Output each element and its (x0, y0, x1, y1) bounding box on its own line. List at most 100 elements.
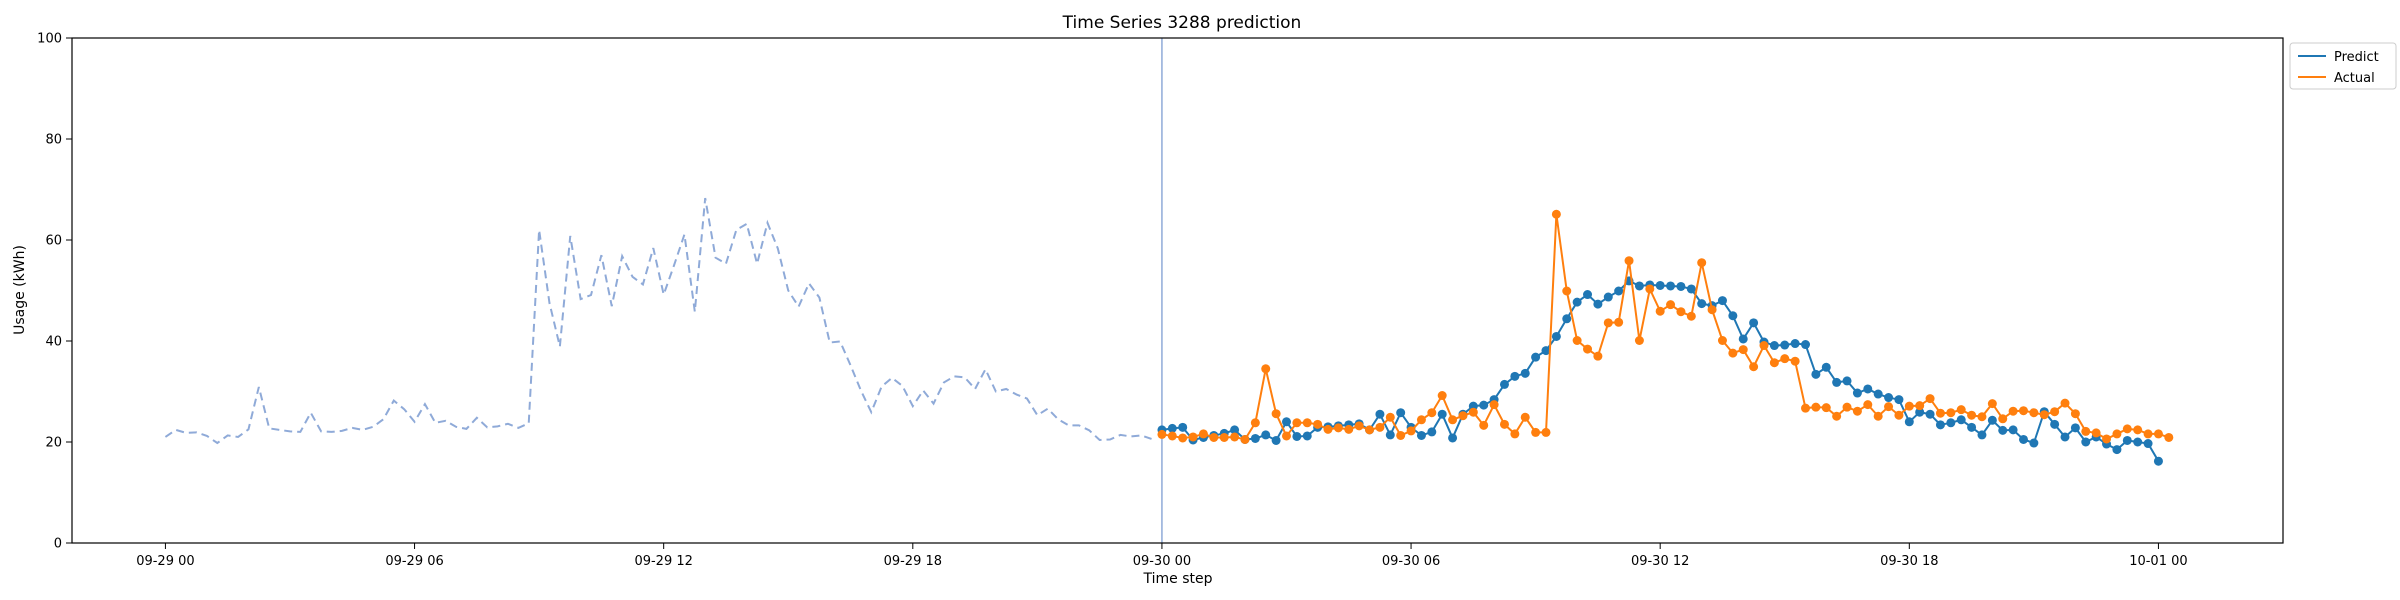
predict-point (2050, 419, 2060, 429)
predict-point (2081, 437, 2091, 447)
predict-point (1832, 377, 1842, 387)
predict-point (2143, 439, 2153, 449)
actual-point (1531, 427, 1541, 437)
actual-point (1790, 356, 1800, 366)
predict-point (1499, 379, 1509, 389)
predict-point (1852, 388, 1862, 398)
actual-point (1499, 419, 1509, 429)
actual-point (1541, 427, 1551, 437)
actual-series (1157, 209, 2174, 444)
actual-point (1157, 429, 1167, 439)
actual-point (1811, 402, 1821, 412)
predict-point (1531, 352, 1541, 362)
predict-point (1894, 395, 1904, 405)
predict-point (2112, 445, 2122, 455)
actual-point (1946, 408, 1956, 418)
actual-point (1489, 400, 1499, 410)
actual-point (1852, 406, 1862, 416)
actual-point (1925, 394, 1935, 404)
predict-point (1375, 409, 1385, 419)
predict-point (1780, 340, 1790, 350)
predict-point (1728, 311, 1738, 321)
actual-point (1437, 391, 1447, 401)
x-tick-label: 09-29 18 (884, 554, 942, 569)
actual-point (2008, 406, 2018, 416)
actual-point (2102, 434, 2112, 444)
actual-point (1728, 348, 1738, 358)
actual-point (1873, 411, 1883, 421)
y-tick-label: 60 (45, 234, 62, 249)
actual-point (1333, 423, 1343, 433)
predict-point (1811, 369, 1821, 379)
actual-point (1904, 401, 1914, 411)
predict-point (2153, 456, 2163, 466)
actual-point (1634, 336, 1644, 345)
predict-point (1510, 371, 1520, 381)
predict-point (1717, 296, 1727, 306)
actual-point (1738, 345, 1748, 355)
actual-point (1884, 402, 1894, 412)
legend-predict-label: Predict (2334, 50, 2379, 65)
actual-point (1209, 432, 1219, 442)
actual-point (1292, 418, 1302, 428)
predict-point (1863, 384, 1873, 394)
actual-point (1697, 258, 1707, 268)
actual-point (1624, 256, 1634, 266)
actual-point (1479, 420, 1489, 430)
axes-layer: 0 20 40 60 80 100 09-29 00 09-29 06 09-29 12 09-2… (37, 32, 2187, 570)
predict-point (2018, 434, 2028, 444)
actual-point (1520, 412, 1530, 422)
predict-point (1738, 334, 1748, 344)
predict-point (1437, 409, 1447, 419)
x-tick-label: 09-30 00 (1133, 554, 1191, 569)
plot-frame (71, 37, 2284, 544)
actual-point (1219, 432, 1229, 442)
predict-point (1873, 389, 1883, 399)
predict-point (1655, 280, 1665, 290)
predict-point (1915, 407, 1925, 417)
actual-point (1458, 411, 1468, 421)
y-tick-label: 20 (45, 436, 62, 451)
predict-point (1593, 299, 1603, 309)
actual-point (1375, 422, 1385, 432)
predict-point (1749, 318, 1759, 328)
x-tick-label: 09-30 12 (1631, 554, 1689, 569)
actual-point (1302, 418, 1312, 428)
predict-point (1904, 417, 1914, 427)
predict-point (1634, 281, 1644, 291)
actual-point (1977, 412, 1987, 422)
actual-point (1551, 209, 1561, 219)
predict-point (1884, 393, 1894, 403)
y-tick-label: 80 (45, 133, 62, 148)
actual-point (1261, 364, 1271, 374)
legend: Predict Actual (2289, 42, 2397, 90)
actual-point (1240, 434, 1250, 444)
y-tick-label: 40 (45, 335, 62, 350)
actual-point (2143, 429, 2153, 439)
predict-point (2029, 438, 2039, 448)
actual-point (1510, 429, 1520, 439)
actual-point (2050, 407, 2060, 417)
history-line (164, 197, 1152, 445)
predict-point (1250, 433, 1260, 443)
actual-point (1935, 408, 1945, 418)
actual-point (1323, 424, 1333, 434)
x-tick-label: 09-30 06 (1382, 554, 1440, 569)
x-tick-label: 10-01 00 (2129, 554, 2187, 569)
x-axis-label: Time step (1143, 571, 1213, 587)
actual-point (1821, 403, 1831, 413)
predict-point (1935, 420, 1945, 430)
predict-point (1583, 290, 1593, 300)
y-tick-label: 0 (54, 537, 62, 552)
predict-point (1178, 422, 1188, 432)
actual-point (1281, 431, 1291, 441)
predict-point (1790, 339, 1800, 349)
predict-point (1697, 299, 1707, 309)
actual-point (1780, 354, 1790, 364)
predict-point (1302, 431, 1312, 441)
actual-point (2039, 410, 2049, 420)
predict-point (1551, 331, 1561, 341)
predict-point (1479, 400, 1489, 410)
